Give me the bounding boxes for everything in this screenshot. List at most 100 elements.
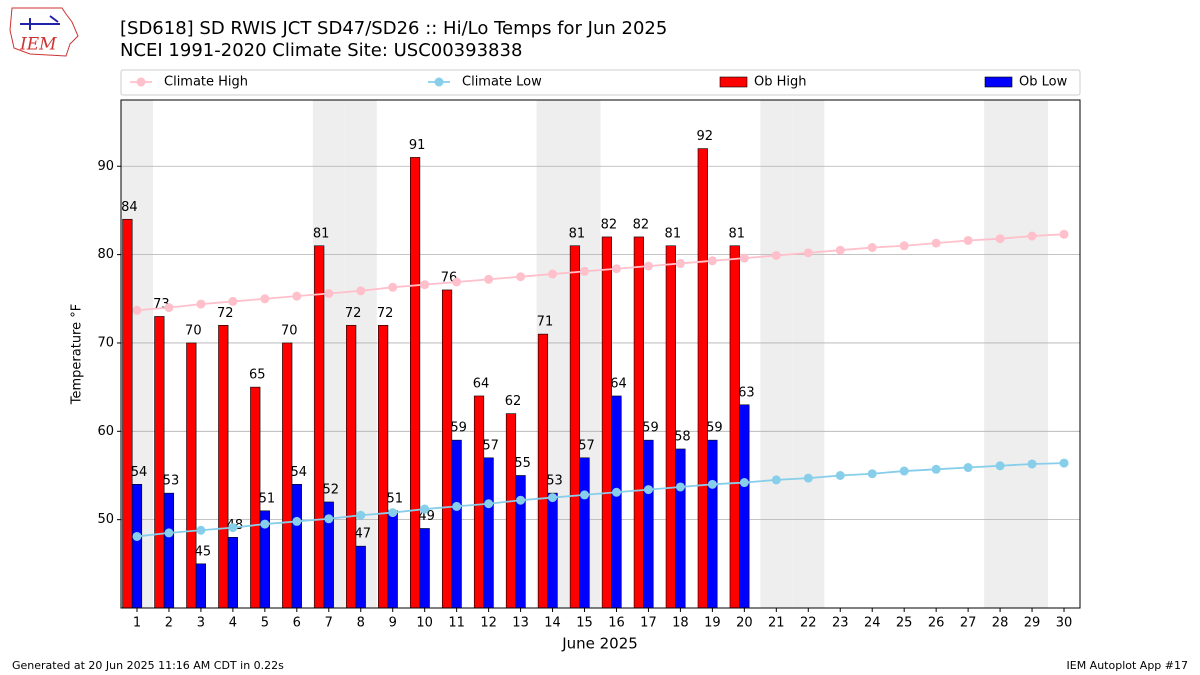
bar xyxy=(409,157,421,609)
point xyxy=(228,296,238,306)
bar-label: 72 xyxy=(345,306,362,321)
bar xyxy=(387,510,398,609)
bar xyxy=(186,342,197,609)
y-tick-label: 60 xyxy=(97,424,114,439)
legend-marker xyxy=(434,77,444,87)
y-tick-label: 80 xyxy=(97,247,114,262)
x-tick-label: 22 xyxy=(800,616,817,631)
bar xyxy=(643,439,654,609)
x-tick-label: 5 xyxy=(261,616,269,631)
point xyxy=(580,266,590,276)
x-tick-label: 26 xyxy=(928,616,945,631)
bar xyxy=(505,413,517,609)
x-tick-label: 2 xyxy=(165,616,173,631)
point xyxy=(931,238,941,248)
point xyxy=(675,482,685,492)
x-tick-label: 16 xyxy=(608,616,625,631)
bar-label: 59 xyxy=(450,421,467,436)
bar xyxy=(729,245,740,609)
x-tick-label: 6 xyxy=(293,616,301,631)
bar-label: 59 xyxy=(706,421,723,436)
bar xyxy=(707,439,718,609)
point xyxy=(388,282,398,292)
footer-left: Generated at 20 Jun 2025 11:16 AM CDT in… xyxy=(12,659,284,672)
point xyxy=(548,493,558,503)
bar-label: 82 xyxy=(601,217,618,232)
point xyxy=(867,469,877,479)
point xyxy=(803,473,813,483)
logo: IEM xyxy=(9,7,79,57)
legend-swatch xyxy=(984,76,1013,88)
point xyxy=(260,294,270,304)
x-tick-label: 7 xyxy=(325,616,333,631)
bar xyxy=(569,245,581,609)
point xyxy=(260,519,270,529)
point xyxy=(675,258,685,268)
bar-label: 59 xyxy=(642,421,659,436)
x-tick-label: 8 xyxy=(357,616,365,631)
logo-outline xyxy=(9,7,79,57)
bar-label: 51 xyxy=(386,491,403,506)
point xyxy=(899,466,909,476)
x-tick-label: 20 xyxy=(736,616,753,631)
point xyxy=(1027,459,1037,469)
x-tick-label: 17 xyxy=(640,616,657,631)
x-tick-label: 3 xyxy=(197,616,205,631)
point xyxy=(899,241,909,251)
point xyxy=(1059,229,1069,239)
bar-label: 71 xyxy=(537,315,554,330)
bar xyxy=(378,324,389,609)
bar-label: 82 xyxy=(633,217,650,232)
bar-label: 47 xyxy=(354,527,371,542)
legend-box xyxy=(120,69,1081,96)
point xyxy=(164,528,174,538)
point xyxy=(324,514,334,524)
bar-label: 81 xyxy=(569,226,586,241)
point xyxy=(580,490,590,500)
footer-right: IEM Autoplot App #17 xyxy=(1067,659,1189,672)
point xyxy=(643,485,653,495)
x-tick-label: 29 xyxy=(1024,616,1041,631)
point xyxy=(643,261,653,271)
point xyxy=(835,470,845,480)
legend-label: Climate High xyxy=(164,75,248,90)
bar xyxy=(483,457,494,609)
weekend-band xyxy=(760,100,793,608)
legend-label: Climate Low xyxy=(462,75,542,90)
bar-label: 81 xyxy=(728,226,745,241)
x-tick-label: 4 xyxy=(229,616,237,631)
bar xyxy=(611,395,622,609)
bar-label: 55 xyxy=(514,456,531,471)
bar xyxy=(547,492,558,609)
point xyxy=(484,499,494,509)
legend-label: Ob Low xyxy=(1019,75,1068,90)
bar-label: 70 xyxy=(185,323,202,338)
bar xyxy=(473,395,485,609)
x-axis-label: June 2025 xyxy=(561,635,638,653)
bar xyxy=(537,333,549,609)
x-tick-label: 1 xyxy=(133,616,141,631)
x-tick-label: 9 xyxy=(389,616,397,631)
weekend-band xyxy=(1016,100,1049,608)
legend-swatch xyxy=(719,76,748,88)
point xyxy=(388,508,398,518)
bar-label: 51 xyxy=(259,491,276,506)
logo-mark xyxy=(20,15,60,30)
point xyxy=(771,475,781,485)
bar xyxy=(195,563,207,609)
bar xyxy=(122,218,133,609)
bar xyxy=(675,448,686,609)
bar-label: 91 xyxy=(409,138,426,153)
point xyxy=(995,234,1005,244)
bar xyxy=(739,404,750,609)
line xyxy=(136,233,1065,312)
bar xyxy=(131,484,143,609)
logo-text: IEM xyxy=(19,35,57,55)
bar-label: 64 xyxy=(473,376,490,391)
point xyxy=(452,277,462,287)
point xyxy=(324,288,334,298)
point xyxy=(931,464,941,474)
point xyxy=(484,274,494,284)
bar-label: 58 xyxy=(674,429,691,444)
